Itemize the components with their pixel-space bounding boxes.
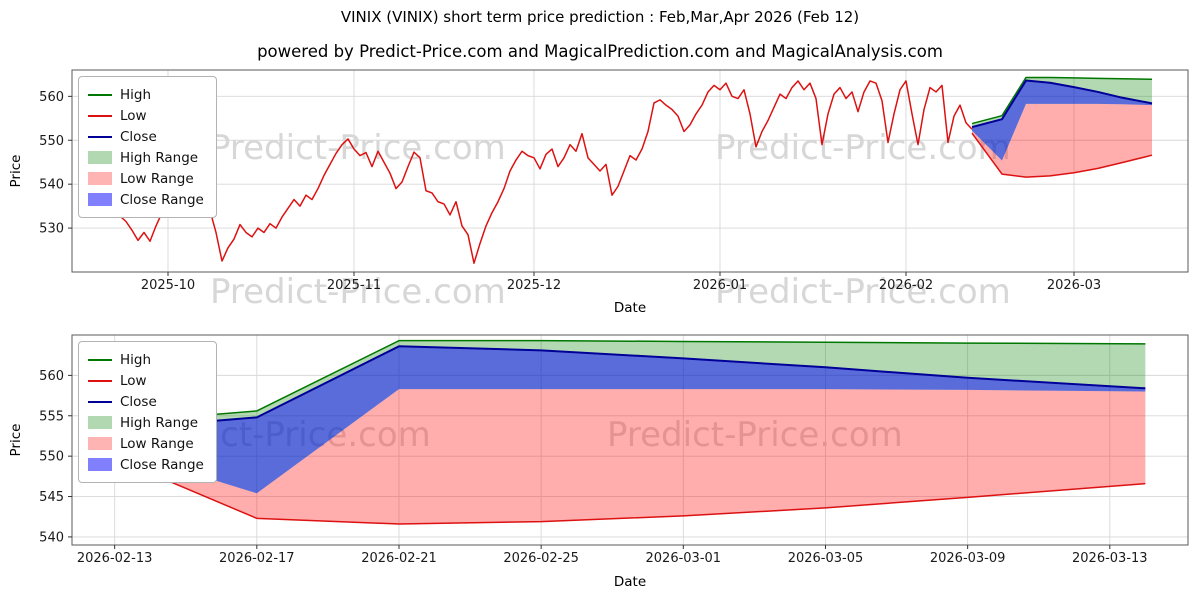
low-range-band: [79, 389, 1146, 524]
x-tick-label: 2026-03-13: [1072, 551, 1148, 566]
legend-item-close-range: Close Range: [88, 454, 204, 475]
legend-item-close-range: Close Range: [88, 189, 204, 210]
legend-label: Close Range: [120, 191, 204, 208]
legend-item-high-range: High Range: [88, 147, 204, 168]
y-tick-label: 545: [39, 490, 64, 505]
watermark: Predict-Price.com: [210, 272, 506, 312]
x-tick-label: 2026-03-01: [646, 551, 722, 566]
bottom-chart-legend: High Low Close High Range Low Range Close Ran…: [78, 341, 217, 483]
low-line: [971, 132, 1153, 178]
price-history-chart: 2025-10 2025-11 2025-12 2026-01 2026-02 2026-…: [8, 69, 1189, 316]
x-tick-label: 2026-01: [693, 278, 747, 293]
y-tick-label: 540: [39, 530, 64, 545]
x-tick-label: 2026-02-21: [361, 551, 437, 566]
low-range-band: [972, 103, 1152, 178]
x-tick-label: 2025-10: [141, 278, 195, 293]
legend-item-high-range: High Range: [88, 412, 204, 433]
legend-label: Close: [120, 128, 157, 145]
x-tick-label: 2025-12: [507, 278, 561, 293]
legend-item-high: High: [88, 349, 204, 370]
legend-line-swatch: [88, 400, 112, 403]
legend-line-swatch: [88, 379, 112, 382]
y-tick-label: 530: [39, 222, 64, 237]
watermark: Predict-Price.com: [210, 128, 506, 168]
y-axis-label: Price: [8, 424, 24, 457]
plot-border: [71, 69, 1189, 273]
prediction-bands: [972, 77, 1152, 178]
y-tick-label: 555: [39, 409, 64, 424]
x-axis-label: Date: [614, 300, 646, 316]
low-line-historical: [113, 80, 973, 264]
prediction-bands: [79, 340, 1146, 524]
legend-label: High: [120, 351, 152, 368]
legend-line-swatch: [88, 135, 112, 138]
legend-line-swatch: [88, 93, 112, 96]
axes: 2025-10 2025-11 2025-12 2026-01 2026-02 2026-…: [8, 90, 1101, 316]
x-tick-label: 2026-02-17: [219, 551, 295, 566]
x-tick-label: 2026-02-25: [503, 551, 579, 566]
figure-title: VINIX (VINIX) short term price predictio…: [340, 8, 860, 26]
x-axis-label: Date: [614, 574, 646, 590]
legend-label: Close: [120, 393, 157, 410]
series-lines: [113, 76, 1153, 264]
legend-patch-swatch: [88, 458, 112, 471]
legend-patch-swatch: [88, 193, 112, 206]
y-tick-label: 540: [39, 178, 64, 193]
legend-item-low-range: Low Range: [88, 433, 204, 454]
prediction-zoom-chart: 2026-02-13 2026-02-17 2026-02-21 2026-02-25…: [8, 334, 1189, 590]
legend-label: High Range: [120, 414, 199, 431]
legend-label: High Range: [120, 149, 199, 166]
plot-border: [71, 334, 1189, 546]
y-tick-label: 550: [39, 450, 64, 465]
legend-label: Close Range: [120, 456, 204, 473]
watermark: Predict-Price.com: [607, 415, 903, 455]
legend-label: Low Range: [120, 435, 194, 452]
watermark: Predict-Price.com: [715, 128, 1011, 168]
legend-line-swatch: [88, 114, 112, 117]
legend-patch-swatch: [88, 172, 112, 185]
x-tick-label: 2026-03-09: [930, 551, 1006, 566]
y-tick-label: 550: [39, 134, 64, 149]
close-line: [79, 345, 1146, 433]
legend-item-close: Close: [88, 126, 204, 147]
close-line: [971, 79, 1153, 129]
legend-patch-swatch: [88, 437, 112, 450]
legend-patch-swatch: [88, 416, 112, 429]
legend-item-high: High: [88, 84, 204, 105]
x-tick-label: 2026-02-13: [77, 551, 153, 566]
close-range-band: [972, 80, 1152, 161]
axes: 2026-02-13 2026-02-17 2026-02-21 2026-02-25…: [8, 369, 1148, 590]
series-lines: [78, 339, 1146, 525]
x-tick-label: 2026-03: [1047, 278, 1101, 293]
y-tick-label: 560: [39, 90, 64, 105]
close-range-band: [79, 346, 1146, 494]
legend-item-low: Low: [88, 370, 204, 391]
x-tick-label: 2025-11: [327, 278, 381, 293]
legend-item-close: Close: [88, 391, 204, 412]
legend-label: Low Range: [120, 170, 194, 187]
high-line: [971, 76, 1153, 125]
top-chart-legend: High Low Close High Range Low Range Close Ran…: [78, 76, 217, 218]
legend-patch-swatch: [88, 151, 112, 164]
legend-label: Low: [120, 372, 147, 389]
legend-label: Low: [120, 107, 147, 124]
y-tick-label: 560: [39, 369, 64, 384]
legend-label: High: [120, 86, 152, 103]
low-line: [78, 442, 1146, 525]
y-axis-label: Price: [8, 155, 24, 188]
high-line: [79, 339, 1146, 427]
watermark: Predict-Price.com: [715, 272, 1011, 312]
x-tick-label: 2026-02: [879, 278, 933, 293]
legend-line-swatch: [88, 358, 112, 361]
x-tick-label: 2026-03-05: [788, 551, 864, 566]
legend-item-low-range: Low Range: [88, 168, 204, 189]
legend-item-low: Low: [88, 105, 204, 126]
figure-subtitle: powered by Predict-Price.com and Magical…: [257, 42, 943, 61]
